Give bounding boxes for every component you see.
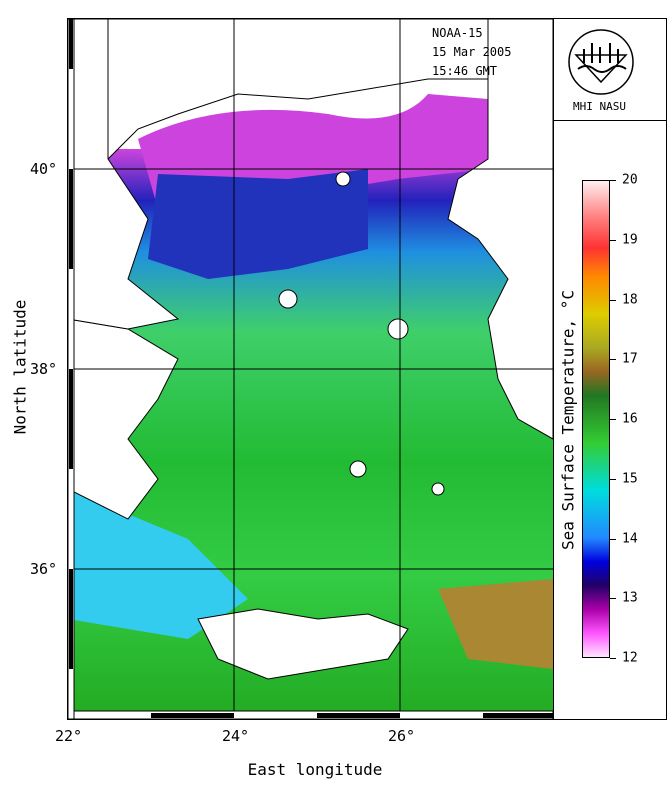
- lat-tick-38: 38°: [30, 360, 58, 378]
- colorbar-tick-mark: [610, 419, 616, 420]
- colorbar-tick-label: 12: [622, 650, 638, 666]
- colorbar-tick-label: 17: [622, 351, 638, 367]
- logo-label: MHI NASU: [573, 100, 626, 113]
- colorbar-tick-label: 20: [622, 172, 638, 188]
- colorbar-tick-label: 15: [622, 471, 638, 487]
- colorbar-title: Sea Surface Temperature, °C: [558, 289, 578, 551]
- colorbar-tick-mark: [610, 598, 616, 600]
- lat-tick-40: 40°: [30, 160, 58, 178]
- island: [349, 460, 367, 478]
- sst-map[interactable]: [68, 19, 553, 719]
- island: [278, 289, 298, 309]
- satellite-name: NOAA-15: [432, 26, 483, 40]
- map-frame: [67, 18, 554, 720]
- colorbar-tick-mark: [610, 478, 616, 480]
- mhi-wave-logo-icon: [568, 29, 634, 95]
- cyan-west: [68, 489, 248, 639]
- land-west-upper: [68, 19, 180, 330]
- colorbar-tick-mark: [610, 180, 616, 181]
- y-axis-title: North latitude: [10, 299, 30, 435]
- colorbar-tick-mark: [610, 359, 616, 361]
- island: [335, 171, 351, 187]
- colorbar-tick-mark: [610, 658, 616, 659]
- x-axis-title: East longitude: [247, 760, 383, 779]
- land-east: [447, 19, 553, 440]
- lon-tick-22: 22°: [55, 727, 83, 745]
- land-crete: [197, 608, 409, 680]
- lon-tick-26: 26°: [388, 727, 416, 745]
- warm-southeast: [438, 579, 553, 669]
- legend-panel: [553, 18, 667, 720]
- colorbar-tick-mark: [610, 538, 616, 540]
- colorbar-tick-label: 13: [622, 590, 638, 606]
- logo-box: MHI NASU: [553, 18, 667, 121]
- colorbar-gradient: [583, 181, 609, 657]
- colorbar-tick-label: 16: [622, 411, 638, 427]
- colorbar-tick-label: 19: [622, 232, 638, 248]
- island: [387, 318, 409, 340]
- satellite-time: 15:46 GMT: [432, 64, 498, 78]
- cold-water-blue: [148, 169, 368, 279]
- lon-scale: [68, 710, 553, 719]
- lat-scale: [68, 19, 75, 719]
- colorbar-tick-label: 18: [622, 292, 638, 307]
- land-north: [107, 19, 553, 161]
- colorbar-tick-mark: [610, 239, 616, 241]
- colorbar-tick-label: 14: [622, 531, 638, 546]
- lat-tick-36: 36°: [30, 560, 58, 578]
- colorbar: [582, 180, 610, 658]
- lon-tick-24: 24°: [222, 727, 250, 745]
- satellite-date: 15 Mar 2005: [432, 45, 512, 59]
- graticule: [68, 19, 553, 719]
- island: [431, 482, 445, 496]
- colorbar-tick-mark: [610, 299, 616, 301]
